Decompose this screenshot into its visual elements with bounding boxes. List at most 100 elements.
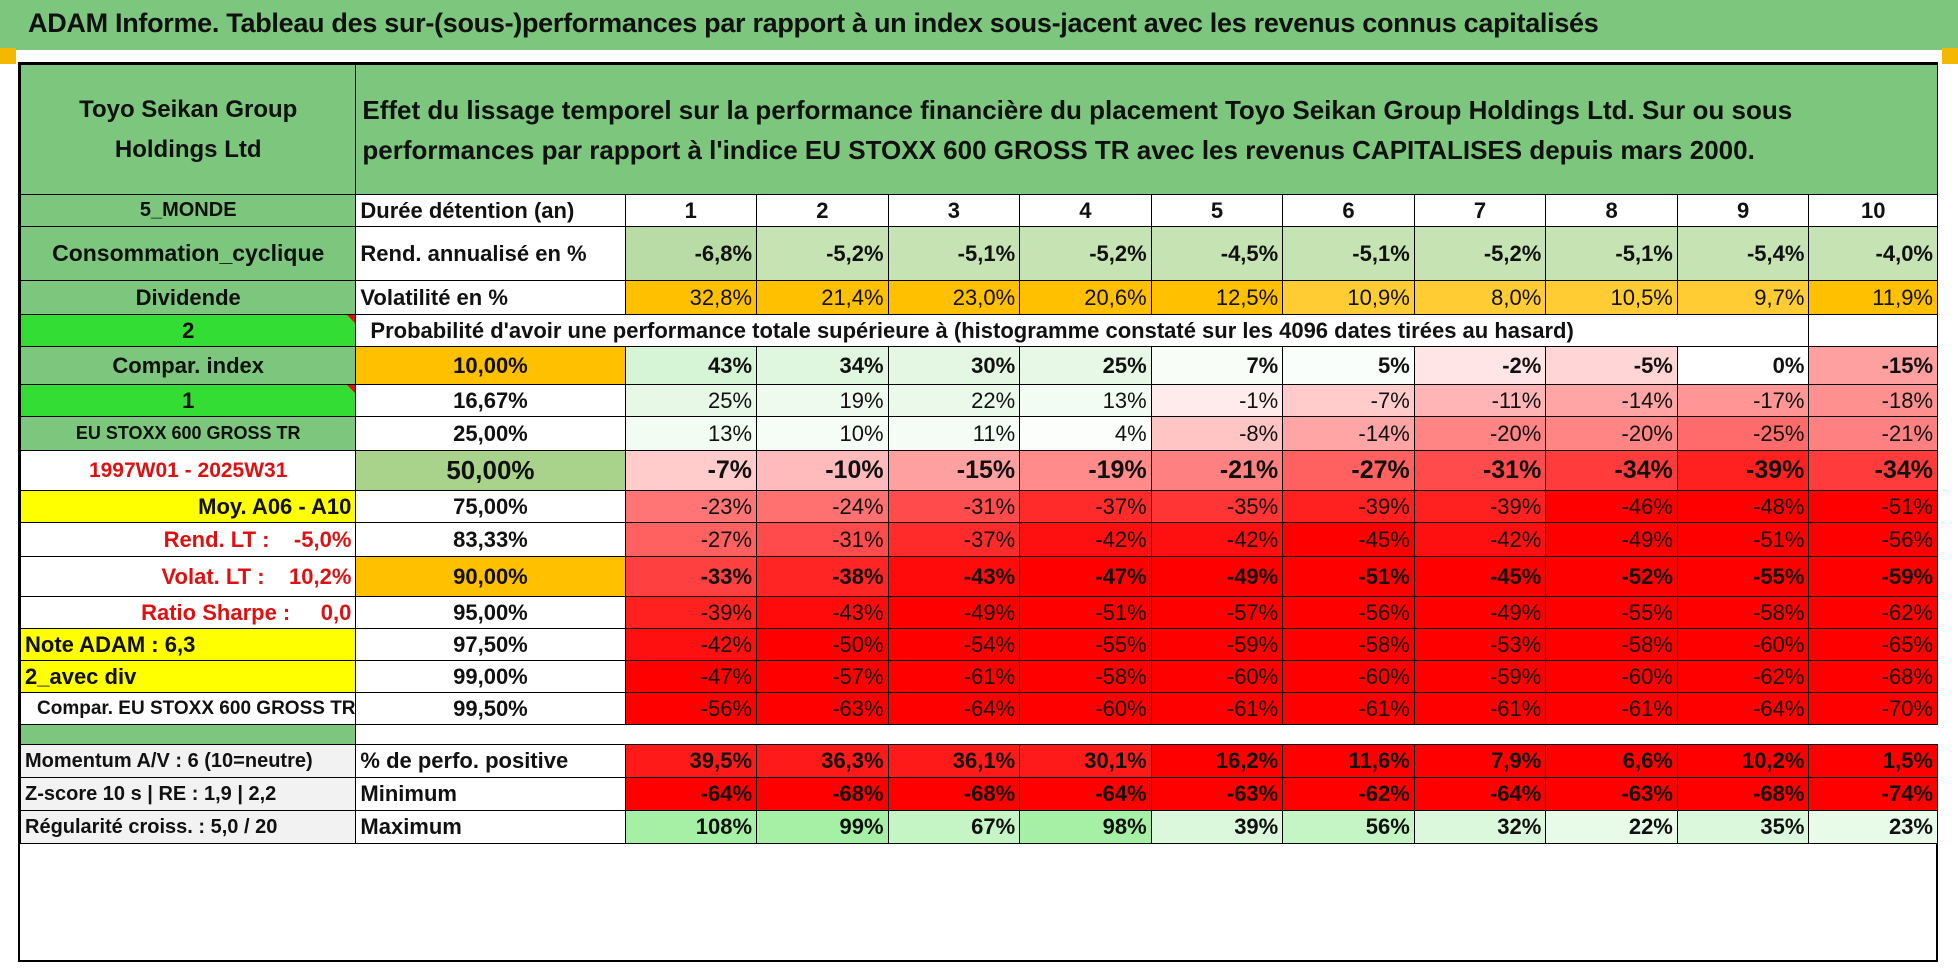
volatility-value: 21,4% [756,280,889,315]
quantile-value: -39% [1676,450,1810,491]
quantile-value: -64% [887,692,1021,725]
quantile-value: -55% [1019,628,1152,661]
probability-title: Probabilité d'avoir une performance tota… [355,314,1678,347]
quantile-value: -47% [1019,556,1152,597]
volatility-value: 32,8% [624,280,758,315]
maximum-value: 99% [756,810,889,844]
quantile-value: -20% [1545,416,1678,451]
maximum-value: 32% [1413,810,1547,844]
quantile-value: -10% [756,450,889,491]
quantile-value: 43% [624,346,758,385]
quantile-value: -68% [1808,660,1938,693]
maximum-label: Maximum [355,810,626,844]
quantile-value: -54% [887,628,1021,661]
index-name-cell: EU STOXX 600 GROSS TR [19,416,357,451]
quantile-value: -19% [1019,450,1152,491]
positive-performance: 36,3% [756,744,889,778]
annual-return-value: -5,2% [1019,226,1152,281]
positive-performance: 7,9% [1413,744,1547,778]
quantile-value: -58% [1282,628,1415,661]
quantile-value: -55% [1676,556,1810,597]
volatility-value: 23,0% [887,280,1021,315]
quantile-value: -42% [624,628,758,661]
annual-return-value: -5,1% [1282,226,1415,281]
quantile-value: -53% [1413,628,1547,661]
minimum-label: Minimum [355,777,626,811]
regularity-cell: Régularité croiss. : 5,0 / 20 [19,810,357,844]
quantile-value: -51% [1808,490,1938,523]
quantile-value: -61% [1413,692,1547,725]
quantile-value: -31% [887,490,1021,523]
year-header: 8 [1545,194,1678,227]
quantile-value: -14% [1282,416,1415,451]
quantile-value: -15% [1808,346,1938,385]
quantile-value: -14% [1545,384,1678,417]
quantile-probability: 75,00% [355,490,626,523]
minimum-value: -68% [1676,777,1810,811]
minimum-value: -63% [1150,777,1284,811]
long-term-volatility-cell: Volat. LT : 10,2% [19,556,357,597]
quantile-value: -60% [1545,660,1678,693]
minimum-value: -64% [1019,777,1152,811]
minimum-value: -64% [624,777,758,811]
quantile-value: -61% [1282,692,1415,725]
quantile-value: -8% [1150,416,1284,451]
performance-table: Toyo Seikan Group Holdings Ltd Effet du … [19,64,1938,844]
maximum-value: 22% [1545,810,1678,844]
quantile-value: -2% [1413,346,1547,385]
quantile-value: -31% [756,522,889,557]
quantile-value: -42% [1413,522,1547,557]
quantile-probability: 99,00% [355,660,626,693]
quantile-value: -61% [1545,692,1678,725]
quantile-value: -49% [1413,596,1547,629]
quantile-value: -42% [1019,522,1152,557]
volatility-value: 9,7% [1676,280,1810,315]
quantile-value: -58% [1676,596,1810,629]
quantile-value: 22% [887,384,1021,417]
annual-return-value: -5,1% [1545,226,1678,281]
comparison-index-cell: Compar. EU STOXX 600 GROSS TR [19,692,357,725]
year-header: 1 [624,194,758,227]
sheet-corner-marker-left [0,48,16,64]
average-cell: Moy. A06 - A10 [19,490,357,523]
annual-return-value: -5,2% [756,226,889,281]
minimum-value: -64% [1413,777,1547,811]
quantile-value: -57% [1150,596,1284,629]
quantile-value: -31% [1413,450,1547,491]
volatility-label: Volatilité en % [355,280,626,315]
volatility-value: 10,5% [1545,280,1678,315]
momentum-cell: Momentum A/V : 6 (10=neutre) [19,744,357,778]
volatility-value: 20,6% [1019,280,1152,315]
quantile-probability: 16,67% [355,384,626,417]
table-header-description: Effet du lissage temporel sur la perform… [355,64,1938,195]
quantile-value: -35% [1150,490,1284,523]
year-header: 7 [1413,194,1547,227]
quantile-value: -63% [756,692,889,725]
quantile-value: -60% [1676,628,1810,661]
quantile-value: -51% [1019,596,1152,629]
quantile-value: -58% [1545,628,1678,661]
quantile-probability: 25,00% [355,416,626,451]
selector-cell-1[interactable]: 1 [19,384,357,417]
quantile-value: -7% [624,450,758,491]
quantile-value: -60% [1019,692,1152,725]
positive-performance: 16,2% [1150,744,1284,778]
quantile-value: -48% [1676,490,1810,523]
quantile-value: -37% [1019,490,1152,523]
maximum-value: 56% [1282,810,1415,844]
year-header: 9 [1676,194,1810,227]
quantile-value: -61% [1150,692,1284,725]
quantile-value: -39% [1413,490,1547,523]
holding-duration-label: Durée détention (an) [355,194,626,227]
volatility-value: 11,9% [1808,280,1938,315]
minimum-value: -68% [887,777,1021,811]
quantile-value: -34% [1808,450,1938,491]
year-header: 10 [1808,194,1938,227]
quantile-probability: 90,00% [355,556,626,597]
quantile-value: -18% [1808,384,1938,417]
quantile-value: -65% [1808,628,1938,661]
quantile-value: 19% [756,384,889,417]
maximum-value: 23% [1808,810,1938,844]
minimum-value: -62% [1282,777,1415,811]
selector-cell-2[interactable]: 2 [19,314,357,347]
